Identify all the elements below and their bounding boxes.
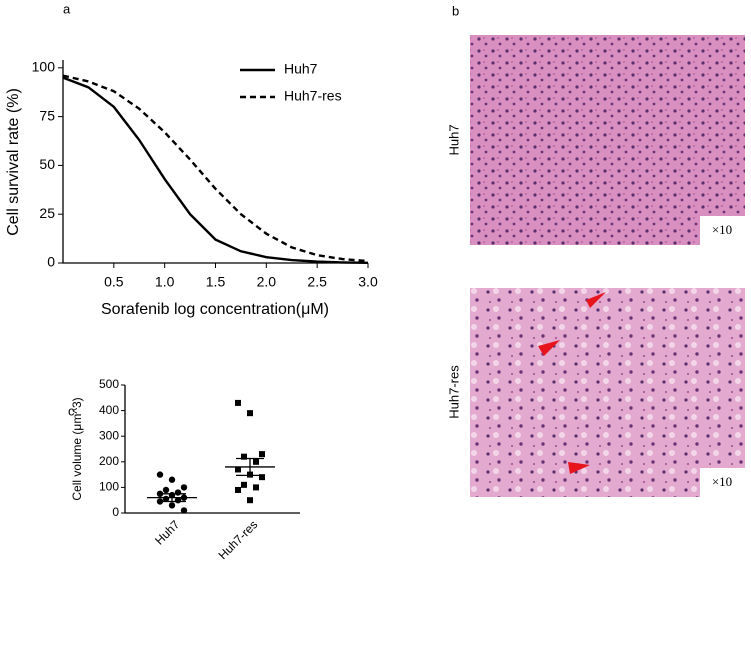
x-tick-label: 1.5 xyxy=(206,274,226,290)
y-tick-label: 75 xyxy=(39,107,55,123)
magnification: ×10 xyxy=(712,474,732,489)
x-tick-label: 1.0 xyxy=(155,274,175,290)
image-label: Huh7 xyxy=(446,124,461,155)
axis xyxy=(124,385,300,514)
point xyxy=(241,453,247,460)
y-tick-label: 0 xyxy=(47,254,55,270)
x-tick-label: 2.5 xyxy=(307,274,327,290)
x-axis-label: Sorafenib log concentration(μM) xyxy=(101,301,329,318)
point xyxy=(180,484,188,491)
y-tick-label: 200 xyxy=(99,454,119,468)
y-tick-label: 25 xyxy=(39,205,55,221)
magnification-box xyxy=(700,216,745,245)
x-tick-label: 0.5 xyxy=(104,274,124,290)
point xyxy=(235,486,241,493)
histology-image xyxy=(470,35,745,245)
point xyxy=(259,474,265,481)
point xyxy=(162,486,170,494)
arrowhead xyxy=(568,462,590,474)
point xyxy=(168,502,176,509)
panel-label: b xyxy=(452,3,459,18)
y-tick-label: 300 xyxy=(99,428,119,442)
x-tick-label: 3.0 xyxy=(358,274,378,290)
point xyxy=(168,476,176,483)
y-tick-label: 50 xyxy=(39,156,55,172)
arrowhead xyxy=(538,340,560,356)
point xyxy=(247,410,253,417)
y-tick-label: 500 xyxy=(99,377,119,391)
magnification: ×10 xyxy=(712,222,732,237)
legend-label: Huh7 xyxy=(284,61,318,77)
point xyxy=(247,497,253,504)
line-series xyxy=(62,76,369,265)
point xyxy=(241,481,247,488)
y-tick-label: 100 xyxy=(99,480,119,494)
y-tick-label: 0 xyxy=(112,505,119,519)
y-tick-label: 400 xyxy=(99,403,119,417)
point xyxy=(253,484,259,491)
point xyxy=(253,458,259,465)
error-bar xyxy=(158,493,186,503)
y-tick-label: 100 xyxy=(32,59,56,75)
y-axis-label: Cell volume (μm^3) xyxy=(70,397,84,500)
point xyxy=(235,466,241,473)
point xyxy=(156,471,164,478)
magnification-box xyxy=(700,468,745,497)
x-tick-label: Huh7 xyxy=(152,517,182,547)
histology-image xyxy=(470,288,745,497)
panel-label: c xyxy=(68,403,75,418)
line-series xyxy=(62,74,369,263)
point xyxy=(180,507,188,514)
image-label: Huh7-res xyxy=(446,365,461,419)
y-axis-label: Cell survival rate (%) xyxy=(5,88,22,236)
error-bar xyxy=(236,457,264,477)
x-tick-label: 2.0 xyxy=(257,274,277,290)
panel-label: a xyxy=(63,1,71,16)
legend-label: Huh7-res xyxy=(284,88,342,104)
x-tick-label: Huh7-res xyxy=(216,517,261,562)
arrowhead xyxy=(586,292,606,308)
point xyxy=(235,399,241,406)
point xyxy=(174,489,182,496)
point xyxy=(259,451,265,458)
